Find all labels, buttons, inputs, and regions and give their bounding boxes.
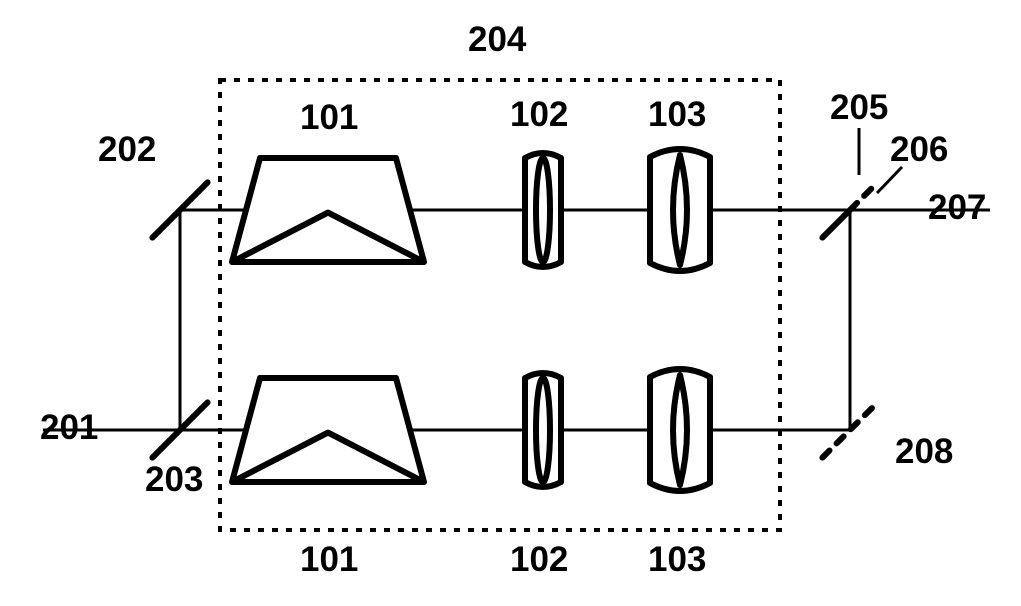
label-206: 206 <box>890 130 948 170</box>
label-202: 202 <box>98 130 156 170</box>
label-103-bottom: 103 <box>648 540 706 580</box>
label-101-bottom: 101 <box>300 540 358 580</box>
label-203: 203 <box>145 460 203 500</box>
label-204: 204 <box>468 20 526 60</box>
label-208: 208 <box>895 432 953 472</box>
label-201: 201 <box>40 408 98 448</box>
label-102-top: 102 <box>510 95 568 135</box>
diagram-stage: 204 101 102 103 101 102 103 201 202 203 … <box>0 0 1021 606</box>
label-101-top: 101 <box>300 98 358 138</box>
label-207: 207 <box>928 188 986 228</box>
label-103-top: 103 <box>648 95 706 135</box>
label-205: 205 <box>830 88 888 128</box>
label-102-bottom: 102 <box>510 540 568 580</box>
